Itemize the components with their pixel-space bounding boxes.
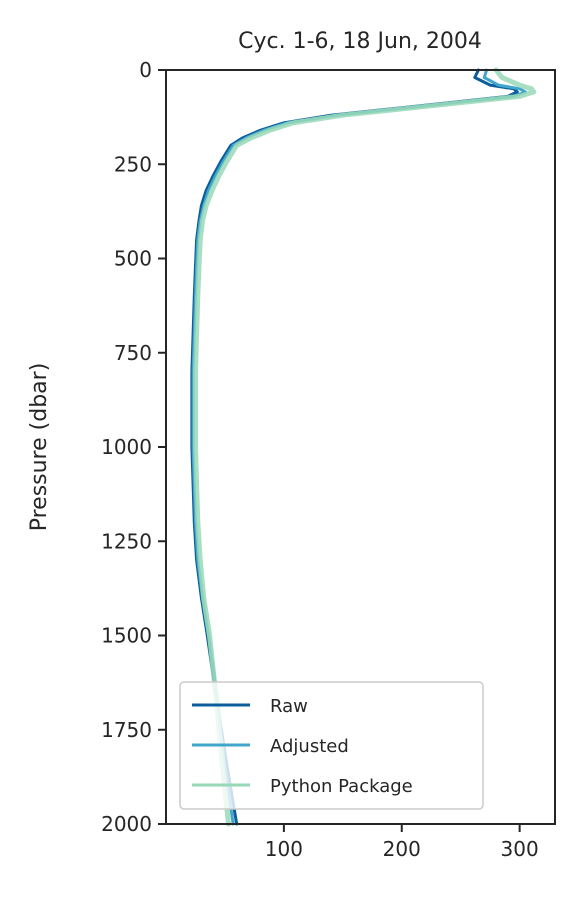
x-tick-label: 200 [383,837,421,861]
y-tick-label: 1750 [101,718,152,742]
legend-label: Adjusted [270,736,349,757]
y-axis: 0 250 500 750 1000 1250 1500 1750 2000 [101,58,166,836]
y-tick-label: 1000 [101,435,152,459]
x-tick-label: 300 [501,837,539,861]
legend-label: Raw [270,696,308,717]
y-tick-label: 1500 [101,624,152,648]
y-tick-label: 1250 [101,529,152,553]
series-line-python-package [193,67,537,827]
legend-box [179,681,484,810]
series-layer [190,67,537,827]
chart-title: Cyc. 1-6, 18 Jun, 2004 [238,29,482,54]
y-tick-label: 750 [114,341,152,365]
legend: Raw Adjusted Python Package [179,681,484,810]
y-tick-label: 0 [139,58,152,82]
y-tick-label: 250 [114,152,152,176]
y-axis-title: Pressure (dbar) [27,363,52,532]
x-tick-label: 100 [265,837,303,861]
y-tick-label: 2000 [101,812,152,836]
legend-items: Raw Adjusted Python Package [192,696,413,797]
x-axis: 100 200 300 [265,824,539,861]
y-tick-label: 500 [114,247,152,271]
legend-label: Python Package [270,776,413,797]
